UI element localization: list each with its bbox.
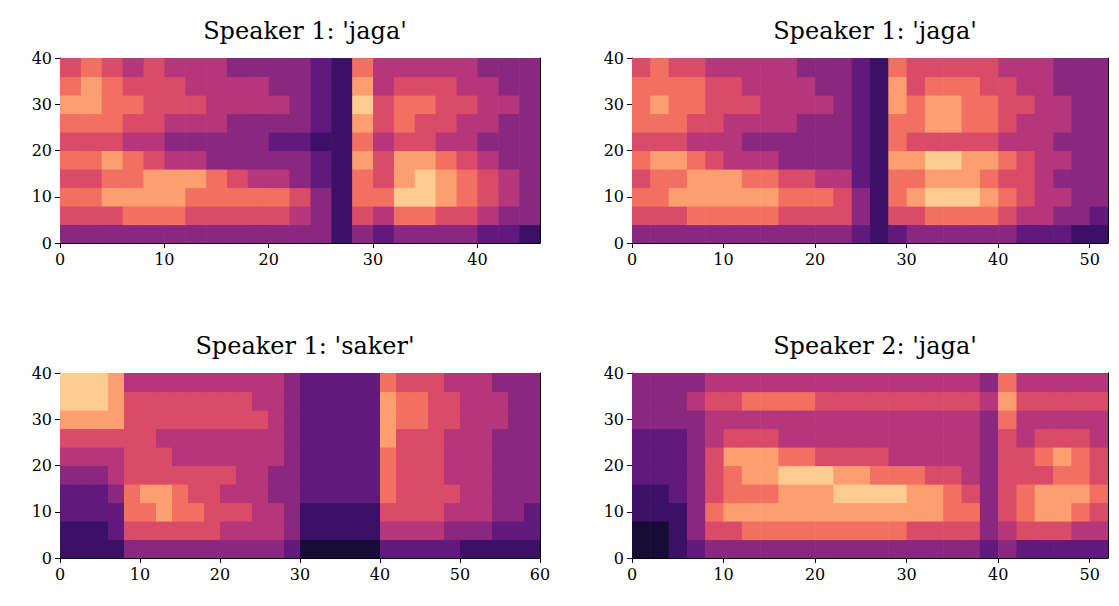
svg-text:40: 40 — [370, 565, 390, 584]
svg-text:0: 0 — [614, 234, 624, 253]
svg-text:20: 20 — [604, 456, 624, 475]
svg-text:0: 0 — [627, 250, 637, 269]
svg-text:20: 20 — [210, 565, 230, 584]
svg-text:20: 20 — [805, 565, 825, 584]
svg-text:Speaker 1: 'jaga': Speaker 1: 'jaga' — [203, 17, 407, 45]
svg-text:10: 10 — [713, 565, 733, 584]
svg-text:40: 40 — [467, 250, 487, 269]
svg-text:30: 30 — [604, 95, 624, 114]
svg-text:10: 10 — [32, 187, 52, 206]
svg-text:20: 20 — [259, 250, 279, 269]
svg-text:40: 40 — [32, 49, 52, 68]
svg-text:10: 10 — [32, 502, 52, 521]
svg-text:10: 10 — [713, 250, 733, 269]
svg-text:50: 50 — [1080, 250, 1100, 269]
svg-text:Speaker 1: 'jaga': Speaker 1: 'jaga' — [773, 17, 977, 45]
svg-text:40: 40 — [604, 49, 624, 68]
svg-text:30: 30 — [896, 565, 916, 584]
svg-text:20: 20 — [805, 250, 825, 269]
svg-text:10: 10 — [130, 565, 150, 584]
svg-text:Speaker 2: 'jaga': Speaker 2: 'jaga' — [773, 332, 977, 360]
svg-text:10: 10 — [604, 502, 624, 521]
svg-text:0: 0 — [42, 234, 52, 253]
svg-text:20: 20 — [604, 141, 624, 160]
svg-text:30: 30 — [363, 250, 383, 269]
svg-text:40: 40 — [988, 565, 1008, 584]
svg-text:40: 40 — [604, 364, 624, 383]
svg-text:0: 0 — [614, 549, 624, 568]
svg-text:0: 0 — [55, 565, 65, 584]
svg-text:0: 0 — [55, 250, 65, 269]
svg-text:30: 30 — [604, 410, 624, 429]
svg-text:60: 60 — [530, 565, 550, 584]
svg-text:30: 30 — [32, 410, 52, 429]
svg-text:10: 10 — [154, 250, 174, 269]
svg-text:10: 10 — [604, 187, 624, 206]
svg-text:30: 30 — [32, 95, 52, 114]
svg-text:50: 50 — [450, 565, 470, 584]
svg-text:30: 30 — [290, 565, 310, 584]
svg-text:0: 0 — [42, 549, 52, 568]
svg-text:20: 20 — [32, 456, 52, 475]
svg-text:40: 40 — [32, 364, 52, 383]
svg-text:50: 50 — [1080, 565, 1100, 584]
svg-text:20: 20 — [32, 141, 52, 160]
svg-text:0: 0 — [627, 565, 637, 584]
svg-text:Speaker 1: 'saker': Speaker 1: 'saker' — [195, 332, 414, 360]
svg-text:30: 30 — [896, 250, 916, 269]
svg-text:40: 40 — [988, 250, 1008, 269]
